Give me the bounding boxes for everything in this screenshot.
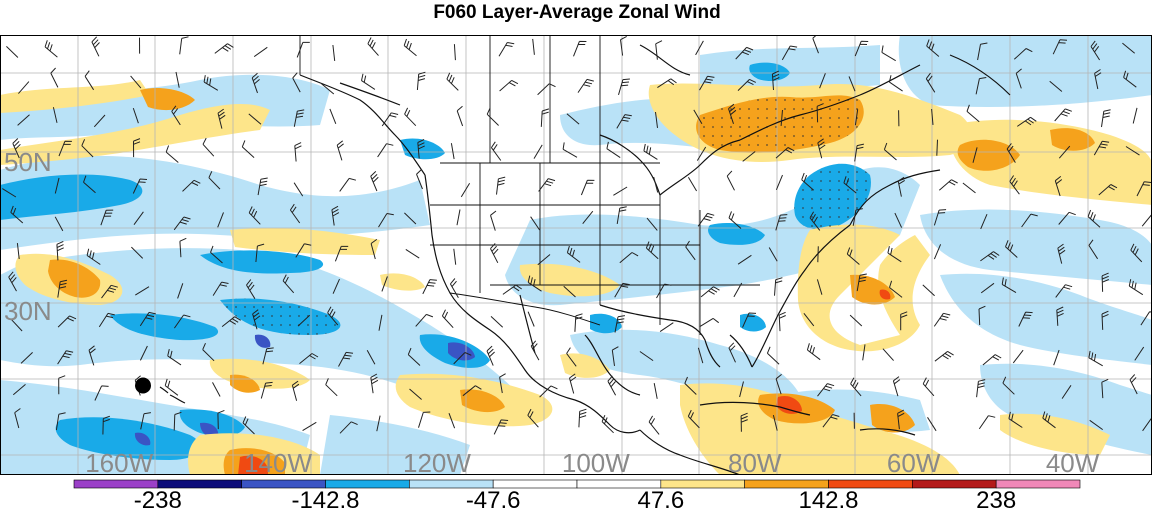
colorbar-label-2: -47.6: [466, 487, 521, 511]
lat-label-1: 30N: [4, 296, 52, 326]
wind-barb: [818, 246, 819, 262]
colorbar-label-4: 142.8: [798, 487, 858, 511]
location-marker: [135, 378, 151, 394]
lat-label-0: 50N: [4, 147, 52, 177]
wind-barb: [937, 140, 938, 156]
lon-label-0: 160W: [85, 448, 153, 475]
colorbar-label-1: -142.8: [291, 487, 359, 511]
colorbar-label-5: 238: [976, 487, 1016, 511]
lon-label-3: 100W: [562, 448, 630, 475]
lon-label-5: 60W: [887, 448, 941, 475]
lon-label-2: 120W: [403, 448, 471, 475]
colorbar-canvas: -238 -142.8 -47.6 47.6 142.8 238: [0, 477, 1154, 511]
colorbar-label-0: -238: [134, 487, 182, 511]
zonal-wind-map: 50N 30N 160W 140W 120W 100W 80W 60W 40W: [0, 35, 1152, 475]
lon-label-1: 140W: [244, 448, 312, 475]
map-title: F060 Layer-Average Zonal Wind: [0, 0, 1154, 30]
map-canvas: 50N 30N 160W 140W 120W 100W 80W 60W 40W: [0, 35, 1152, 475]
colorbar: -238 -142.8 -47.6 47.6 142.8 238: [0, 477, 1154, 511]
colorbar-label-3: 47.6: [637, 487, 684, 511]
lon-label-4: 80W: [728, 448, 782, 475]
lon-label-6: 40W: [1046, 448, 1100, 475]
